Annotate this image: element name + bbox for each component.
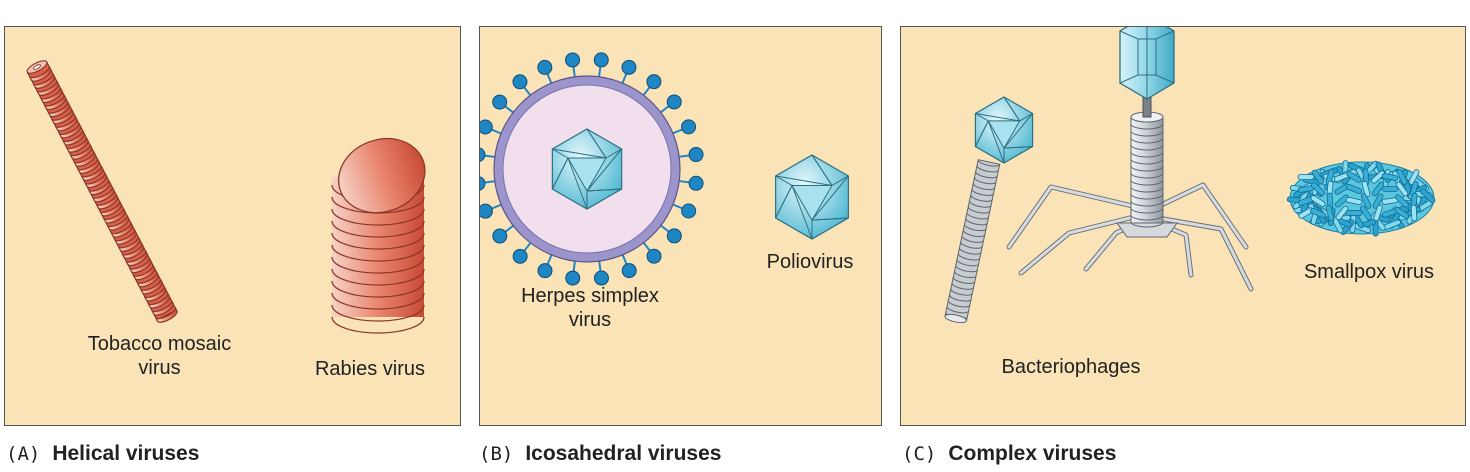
herpes-simplex-virus-label: Herpes simplex virus bbox=[521, 285, 659, 331]
herpes-simplex-virus-drawing bbox=[480, 52, 704, 286]
poliovirus-label: Poliovirus bbox=[766, 251, 854, 273]
tobacco-mosaic-virus-label: Tobacco mosaic virus bbox=[87, 333, 232, 379]
caption-icosahedral-viruses: (B) Icosahedral viruses bbox=[479, 442, 721, 466]
caption-letter-c: (C) bbox=[902, 443, 937, 465]
tobacco-mosaic-virus-drawing bbox=[26, 60, 178, 323]
icosahedral-viruses-illustration bbox=[480, 52, 849, 286]
smallpox-virus-drawing bbox=[1286, 160, 1436, 237]
poliovirus-drawing bbox=[775, 154, 849, 240]
smallpox-virus-label: Smallpox virus bbox=[1303, 261, 1435, 283]
panel-helical-viruses: Tobacco mosaic virus Rabies virus bbox=[4, 26, 461, 426]
caption-complex-viruses: (C) Complex viruses bbox=[902, 442, 1116, 466]
caption-helical-viruses: (A) Helical viruses bbox=[6, 442, 199, 466]
caption-letter-a: (A) bbox=[6, 443, 41, 465]
rabies-virus-drawing bbox=[331, 137, 426, 334]
helical-viruses-illustration bbox=[26, 60, 426, 334]
caption-title-c: Complex viruses bbox=[948, 442, 1117, 465]
small-bacteriophage-drawing bbox=[944, 96, 1034, 324]
caption-title-a: Helical viruses bbox=[52, 442, 200, 465]
panel-complex-viruses: Bacteriophages Smallpox virus bbox=[900, 26, 1466, 426]
rabies-virus-label: Rabies virus bbox=[314, 358, 426, 380]
bacteriophages-label: Bacteriophages bbox=[1001, 356, 1141, 378]
caption-title-b: Icosahedral viruses bbox=[525, 442, 722, 465]
panel-icosahedral-viruses: Herpes simplex virus Poliovirus bbox=[479, 26, 882, 426]
complex-viruses-illustration bbox=[944, 27, 1436, 324]
caption-letter-b: (B) bbox=[479, 443, 514, 465]
large-bacteriophage-drawing bbox=[1006, 27, 1254, 292]
